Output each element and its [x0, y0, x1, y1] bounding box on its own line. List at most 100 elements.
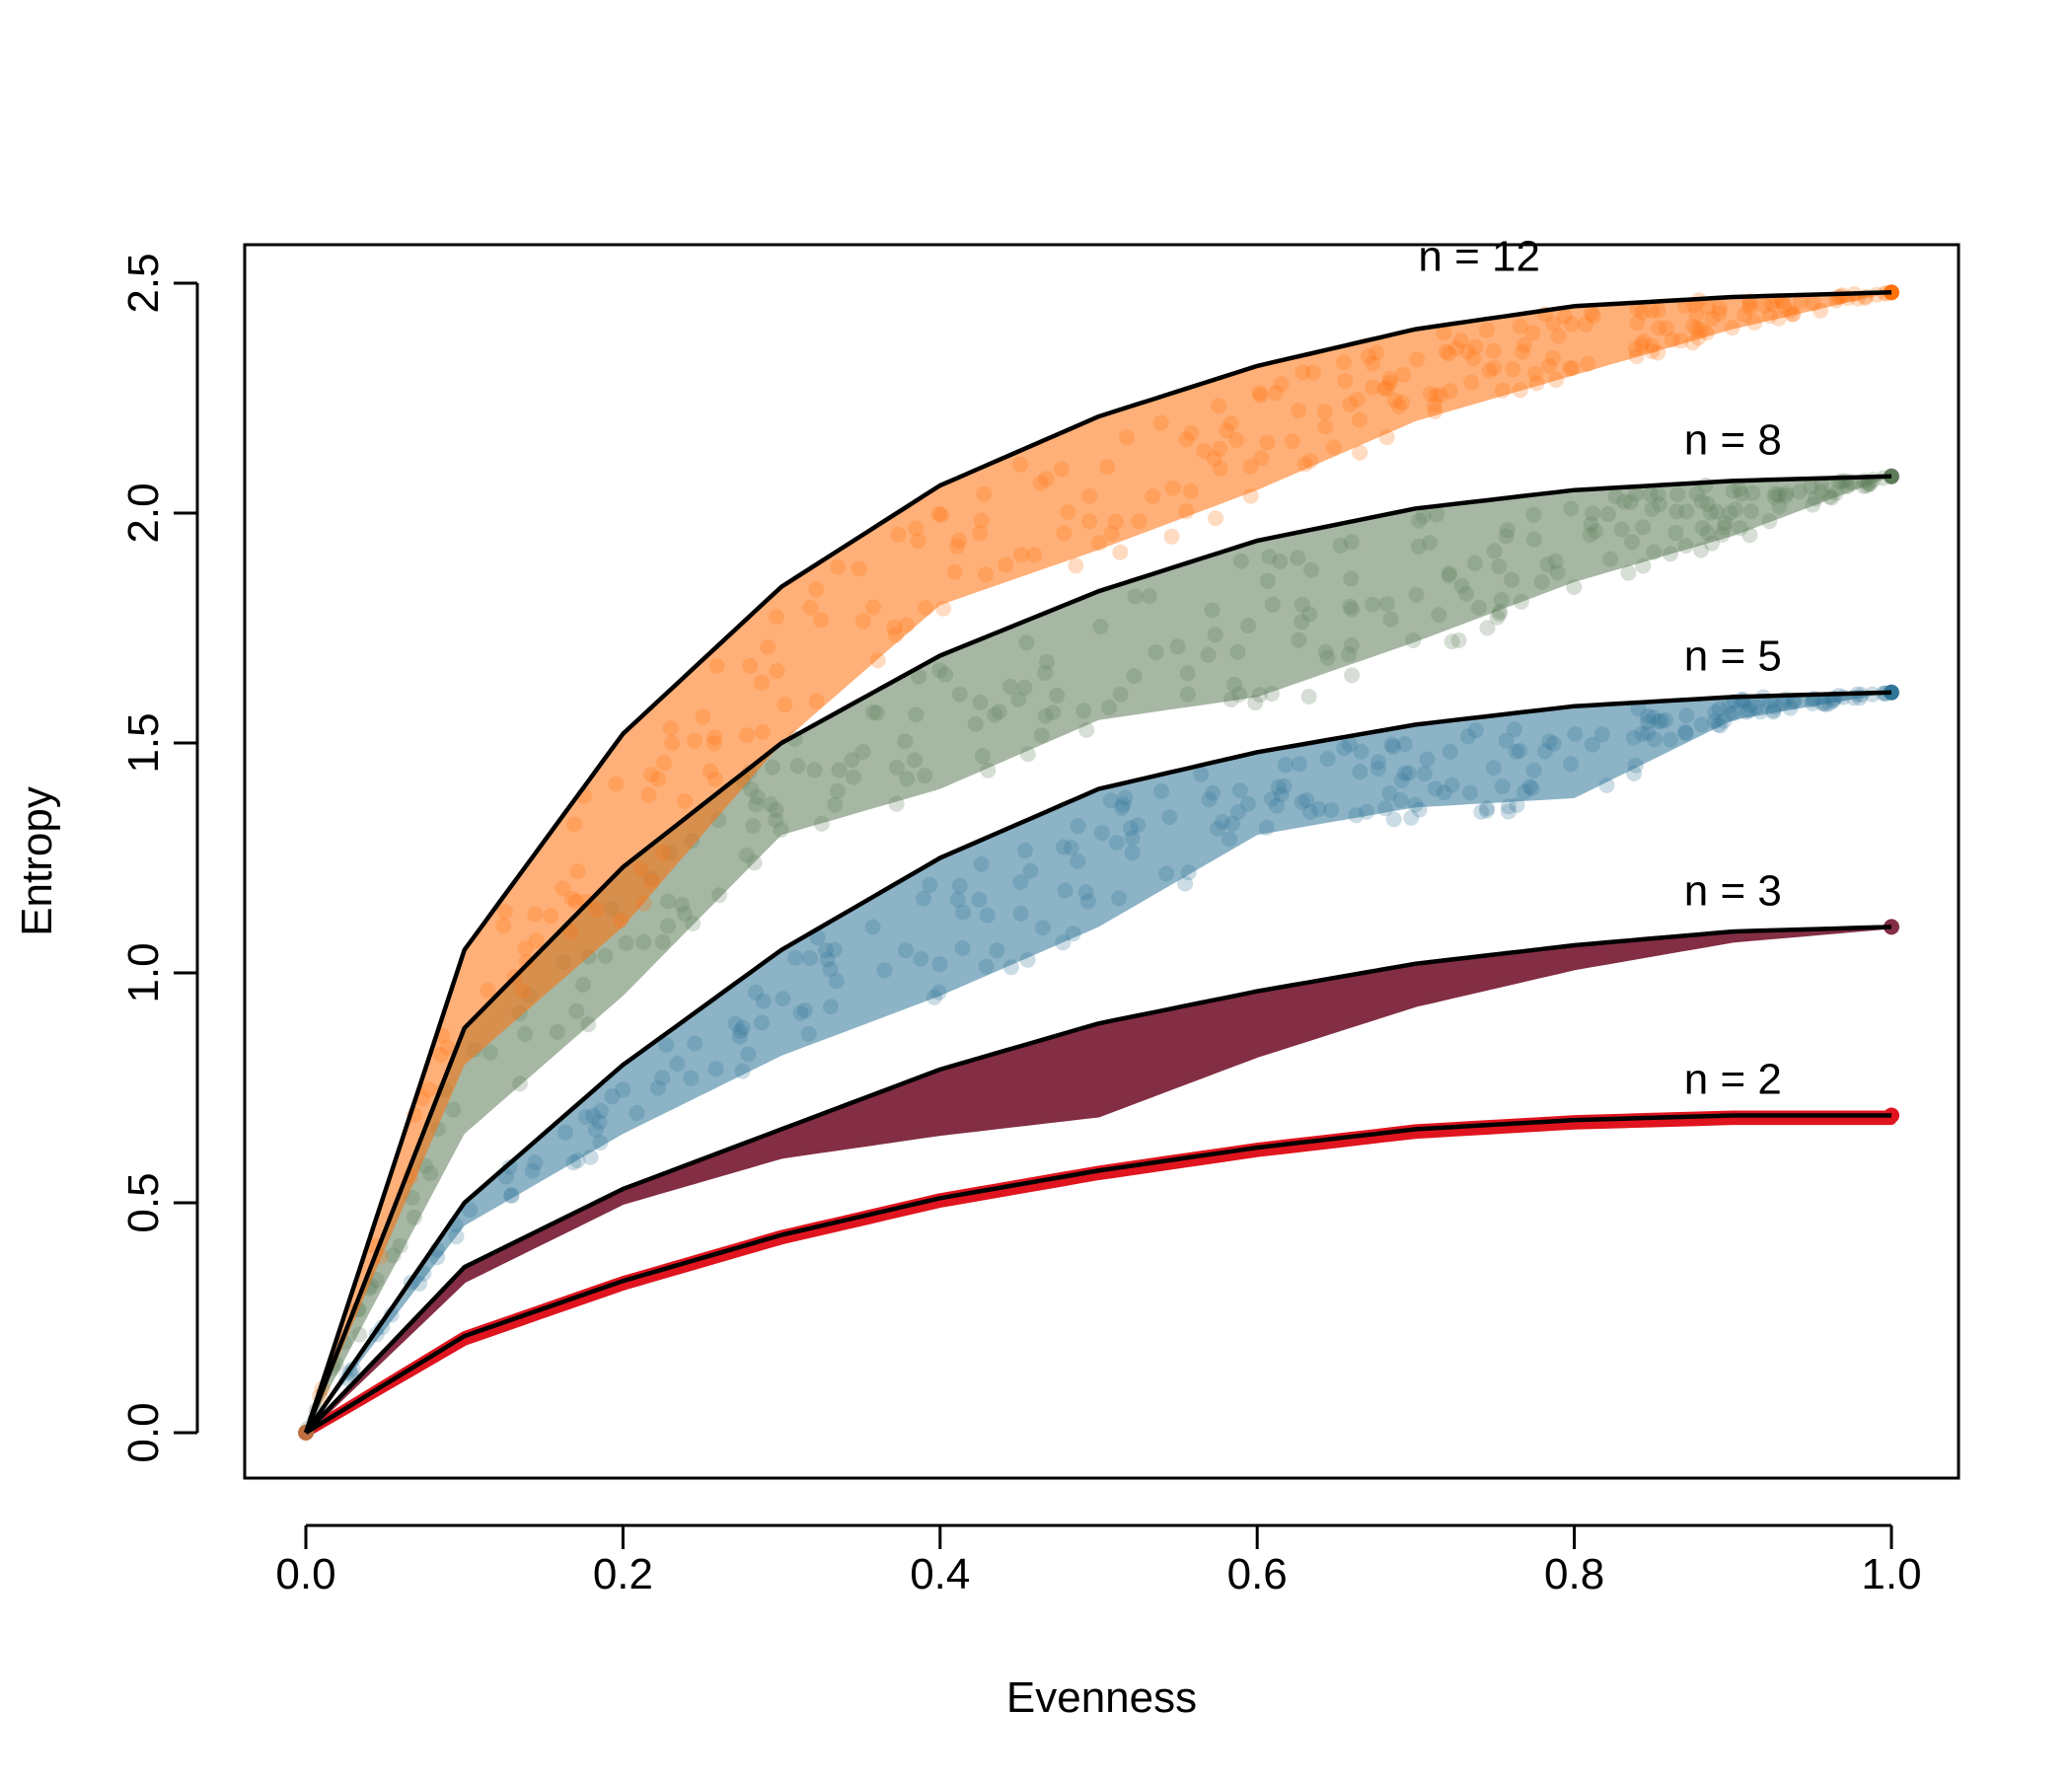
data-point [830, 558, 847, 575]
data-point [1678, 707, 1695, 724]
data-point [1290, 550, 1306, 566]
data-point [1694, 520, 1711, 536]
data-point [1323, 801, 1340, 818]
data-point [1124, 845, 1141, 861]
data-point [887, 627, 904, 643]
x-tick-label: 0.4 [910, 1550, 970, 1598]
data-point [1153, 782, 1169, 799]
data-point [1240, 618, 1257, 633]
data-point [818, 942, 835, 958]
data-point [888, 759, 905, 776]
data-point [1688, 307, 1705, 324]
data-point [1651, 320, 1667, 336]
data-point [480, 982, 496, 999]
data-point [922, 876, 938, 893]
data-point [1688, 485, 1705, 502]
data-point [1693, 716, 1710, 733]
data-point [1741, 300, 1758, 317]
data-point [1411, 801, 1428, 818]
data-point [1732, 520, 1748, 537]
data-point [706, 729, 723, 746]
data-point [568, 1002, 585, 1019]
data-point [1747, 699, 1764, 715]
data-point [664, 735, 681, 752]
data-point [1805, 496, 1821, 513]
data-point [1693, 492, 1710, 509]
data-point [1541, 733, 1558, 750]
data-point [1301, 453, 1318, 470]
data-point [1300, 689, 1317, 705]
data-point [1152, 414, 1169, 431]
data-point [1583, 305, 1599, 322]
data-point [1436, 325, 1452, 341]
data-point [501, 1158, 518, 1175]
data-point [1628, 348, 1645, 364]
data-point [1644, 500, 1661, 517]
data-point [1342, 396, 1359, 412]
data-point [1766, 489, 1783, 505]
data-point [1296, 456, 1313, 473]
data-point [1726, 705, 1742, 721]
data-point [577, 1109, 594, 1126]
data-point [1498, 528, 1515, 545]
data-point [1807, 490, 1823, 507]
data-point [1645, 709, 1662, 726]
data-point [1644, 337, 1661, 354]
data-point [1294, 614, 1310, 631]
data-point [635, 933, 652, 950]
data-point [1752, 704, 1769, 720]
data-point [1533, 573, 1550, 590]
data-point [1422, 386, 1439, 403]
data-point [746, 854, 763, 871]
data-point [908, 520, 925, 537]
data-point [1022, 862, 1039, 879]
data-point [1177, 875, 1194, 892]
data-point [768, 812, 784, 829]
x-tick-label: 0.2 [593, 1550, 653, 1598]
data-point [685, 916, 702, 931]
data-point [1369, 754, 1386, 771]
data-point [1479, 322, 1495, 338]
data-point [1002, 959, 1019, 976]
data-point [1714, 526, 1731, 543]
data-point [643, 767, 660, 783]
x-tick-label: 0.0 [275, 1550, 335, 1598]
data-point [846, 769, 861, 785]
data-point [1002, 679, 1018, 695]
data-point [1169, 638, 1186, 655]
data-point [1492, 603, 1509, 620]
data-point [1376, 380, 1393, 397]
data-point [1060, 504, 1076, 520]
data-point [1509, 797, 1525, 814]
data-point [1821, 488, 1838, 505]
data-point [1431, 607, 1447, 624]
data-point [800, 1025, 817, 1042]
data-point [1201, 791, 1218, 808]
data-point [763, 796, 779, 813]
data-point [1070, 853, 1086, 869]
data-point [1644, 303, 1661, 320]
data-point [585, 1107, 602, 1124]
data-point [695, 708, 711, 725]
data-point [1012, 874, 1029, 890]
data-point [1441, 345, 1457, 362]
data-point [1770, 486, 1787, 503]
data-point [650, 771, 667, 787]
data-point [865, 704, 882, 720]
data-point [1428, 387, 1444, 404]
data-point [911, 668, 927, 685]
data-point [708, 657, 725, 674]
data-point [973, 855, 990, 872]
data-point [1775, 695, 1792, 711]
data-point [1550, 328, 1567, 344]
data-point [1563, 316, 1580, 333]
data-point [1855, 478, 1872, 494]
data-point [1196, 443, 1213, 459]
data-point [1761, 308, 1778, 325]
data-point [1716, 519, 1733, 536]
data-point [1442, 383, 1458, 400]
data-point [703, 763, 718, 779]
data-point [1602, 551, 1619, 567]
data-point [1055, 839, 1072, 855]
data-point [1737, 307, 1752, 324]
